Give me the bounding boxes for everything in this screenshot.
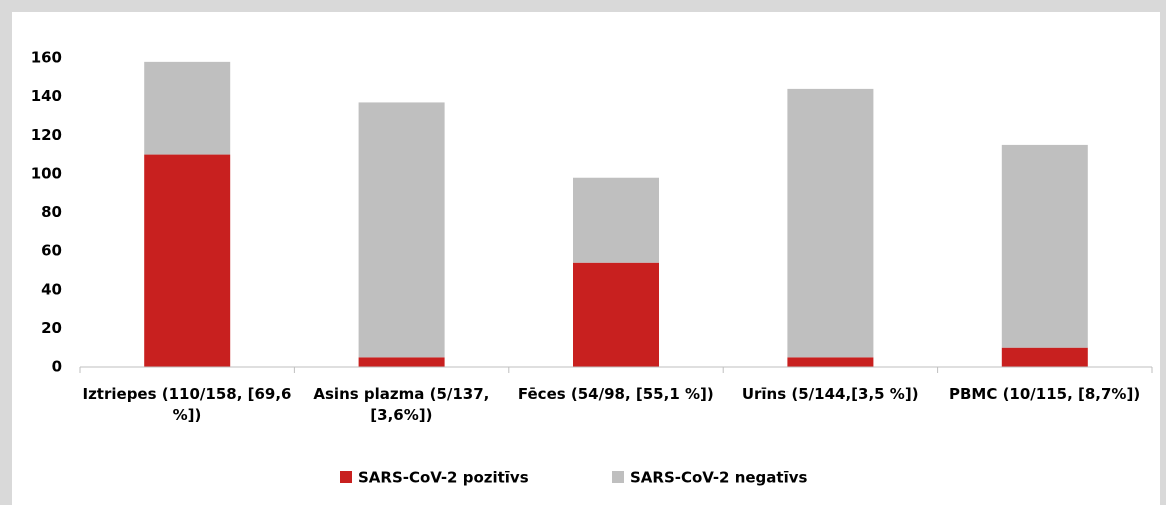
y-tick-label: 60 <box>41 242 62 260</box>
x-tick-label: Urīns (5/144,[3,5 %]) <box>741 385 919 403</box>
bar-segment <box>573 177 659 263</box>
bar-segment <box>573 262 659 367</box>
bar-segment <box>144 61 231 155</box>
y-tick-label: 80 <box>41 203 62 221</box>
legend-label: SARS-CoV-2 pozitīvs <box>358 469 529 487</box>
x-tick-label: Iztriepes (110/158, [69,6 %]) <box>82 385 292 424</box>
legend-swatch <box>612 471 624 483</box>
legend-swatch <box>340 471 352 483</box>
bar-segment <box>1001 144 1088 348</box>
bar-segment <box>358 102 445 358</box>
x-tick-label: Asins plazma (5/137, [3,6%]) <box>313 385 490 424</box>
y-tick-label: 100 <box>31 164 62 182</box>
legend-label: SARS-CoV-2 negatīvs <box>630 469 808 487</box>
y-tick-label: 160 <box>31 49 62 67</box>
y-tick-label: 0 <box>52 358 62 376</box>
bar-segment <box>1001 347 1088 367</box>
y-tick-label: 140 <box>31 87 62 105</box>
y-tick-label: 40 <box>41 280 62 298</box>
x-tick-label: PBMC (10/115, [8,7%]) <box>948 385 1141 403</box>
y-tick-label: 20 <box>41 319 62 337</box>
x-tick-label: Fēces (54/98, [55,1 %]) <box>517 385 714 403</box>
bar-segment <box>358 357 445 367</box>
bar-segment <box>787 88 874 358</box>
bar-segment <box>144 154 231 367</box>
bar-segment <box>787 357 874 367</box>
y-tick-label: 120 <box>31 126 62 144</box>
